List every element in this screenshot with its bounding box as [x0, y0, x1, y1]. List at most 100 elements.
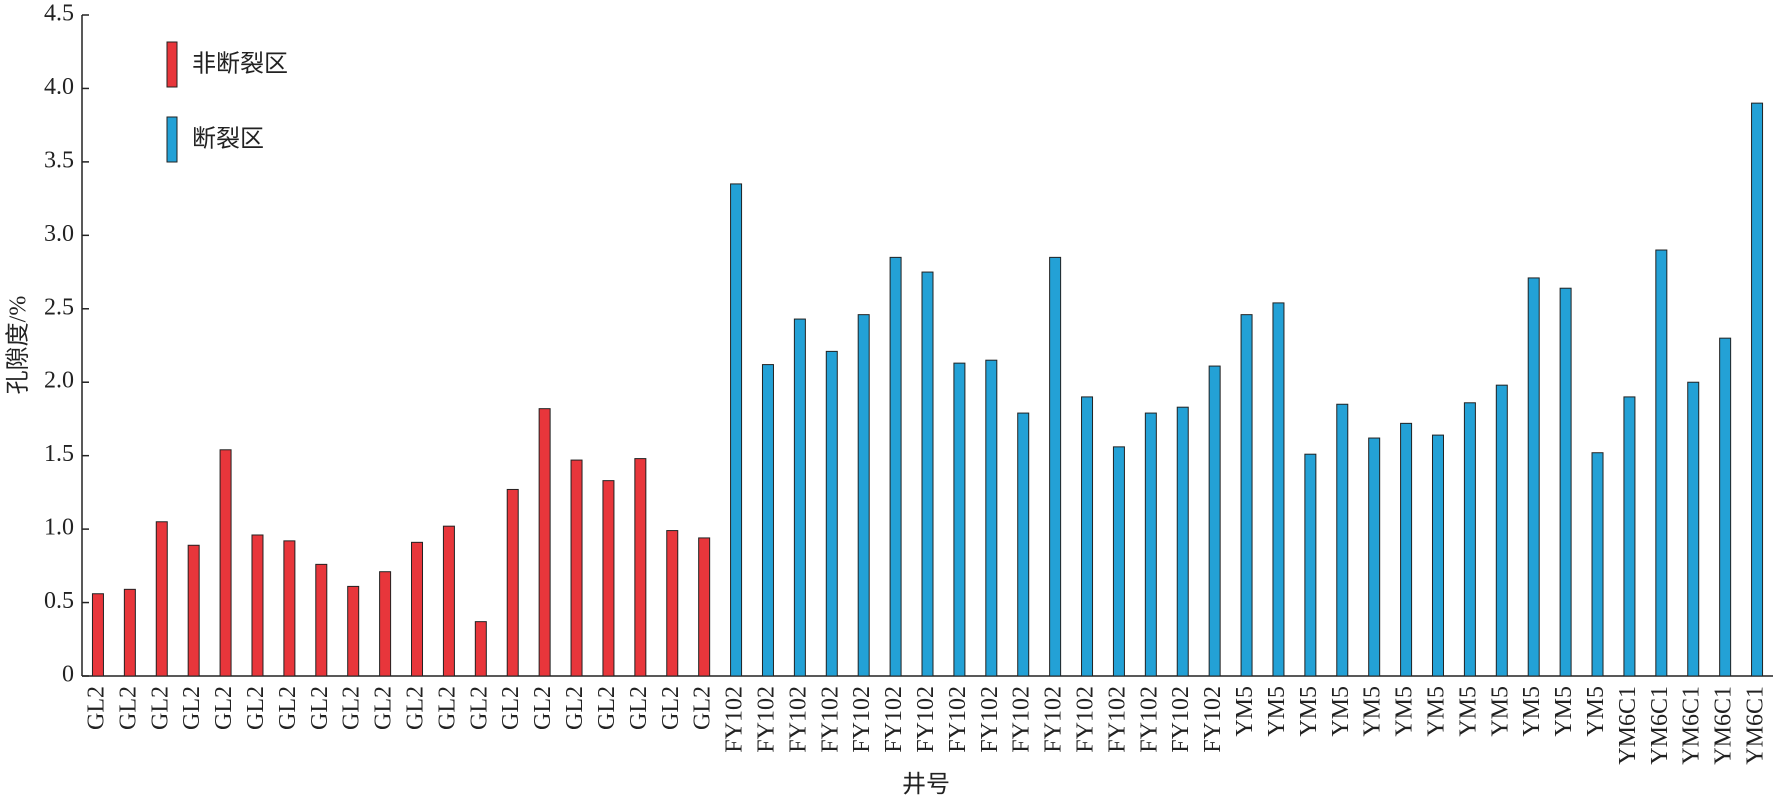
bar [921, 271, 934, 677]
y-axis-label: 孔隙度/% [5, 296, 32, 395]
bar [985, 359, 998, 677]
bar [1081, 396, 1094, 677]
y-tick-label: 0.5 [44, 588, 74, 614]
x-tick-label: YM5 [1328, 686, 1354, 737]
bar [1623, 396, 1636, 677]
legend-swatch [166, 116, 178, 163]
x-tick-label: GL2 [530, 686, 556, 730]
y-tick-label: 2.5 [44, 294, 74, 320]
x-tick-label: GL2 [339, 686, 365, 730]
x-tick-label: YM5 [1360, 686, 1386, 737]
x-tick-label: FY102 [977, 686, 1003, 753]
x-tick-label: GL2 [594, 686, 620, 730]
bar [123, 588, 136, 677]
bar [283, 540, 296, 677]
bar [1240, 314, 1253, 677]
x-tick-label: GL2 [211, 686, 237, 730]
x-tick-label: FY102 [817, 686, 843, 753]
x-axis-label: 井号 [902, 771, 950, 798]
bar [1719, 337, 1732, 677]
bar [1208, 365, 1221, 677]
bar [1463, 402, 1476, 677]
x-tick-label: GL2 [83, 686, 109, 730]
x-tick-label: GL2 [275, 686, 301, 730]
bar [634, 458, 647, 677]
legend-label: 断裂区 [192, 126, 264, 153]
x-tick-label: FY102 [913, 686, 939, 753]
x-tick-label: YM5 [1583, 686, 1609, 737]
bar [761, 364, 774, 677]
bar [1655, 249, 1668, 677]
x-tick-label: YM5 [1296, 686, 1322, 737]
bar [251, 534, 264, 677]
bar [506, 488, 519, 677]
bar [347, 585, 360, 677]
y-tick-label: 0 [62, 662, 74, 688]
bar [793, 318, 806, 677]
x-tick-label: FY102 [1200, 686, 1226, 753]
x-tick-label: FY102 [753, 686, 779, 753]
bar [474, 621, 487, 677]
x-tick-label: YM5 [1392, 686, 1418, 737]
bar [1400, 422, 1413, 677]
x-tick-label: FY102 [945, 686, 971, 753]
x-tick-label: YM5 [1519, 686, 1545, 737]
x-tick-label: YM5 [1455, 686, 1481, 737]
x-tick-label: FY102 [785, 686, 811, 753]
x-tick-label: GL2 [690, 686, 716, 730]
bar [1431, 434, 1444, 677]
x-tick-label: YM6C1 [1615, 686, 1641, 765]
legend-swatch [166, 41, 178, 88]
bar [1176, 406, 1189, 677]
bar [570, 459, 583, 677]
x-tick-label: YM6C1 [1679, 686, 1705, 765]
x-tick-label: GL2 [115, 686, 141, 730]
bar [1017, 412, 1030, 677]
bar [442, 525, 455, 677]
y-tick-label: 2.0 [44, 368, 74, 394]
y-tick-label: 3.0 [44, 221, 74, 247]
bar [825, 350, 838, 677]
x-tick-label: FY102 [1041, 686, 1067, 753]
x-tick-label: YM5 [1423, 686, 1449, 737]
bar [1112, 446, 1125, 677]
bar [730, 183, 743, 677]
bar [155, 521, 168, 677]
bar [889, 256, 902, 677]
bar [1751, 102, 1764, 677]
bar [1591, 452, 1604, 677]
x-tick-label: FY102 [1009, 686, 1035, 753]
x-tick-label: FY102 [1136, 686, 1162, 753]
y-tick-label: 4.5 [44, 1, 74, 27]
bar [698, 537, 711, 677]
bar [666, 530, 679, 677]
bar [953, 362, 966, 677]
x-tick-label: GL2 [371, 686, 397, 730]
x-tick-label: FY102 [881, 686, 907, 753]
bar [315, 563, 328, 677]
x-tick-label: YM6C1 [1711, 686, 1737, 765]
x-tick-label: YM6C1 [1647, 686, 1673, 765]
x-tick-label: GL2 [243, 686, 269, 730]
bar [1368, 437, 1381, 677]
bar [857, 314, 870, 677]
y-tick-label: 3.5 [44, 147, 74, 173]
bar [538, 408, 551, 677]
bar [187, 544, 200, 677]
x-tick-label: GL2 [498, 686, 524, 730]
bar [1495, 384, 1508, 677]
x-tick-label: GL2 [562, 686, 588, 730]
x-tick-label: GL2 [658, 686, 684, 730]
x-tick-label: GL2 [403, 686, 429, 730]
x-tick-label: YM6C1 [1743, 686, 1769, 765]
y-tick-label: 1.5 [44, 441, 74, 467]
x-tick-label: GL2 [147, 686, 173, 730]
x-tick-label: GL2 [434, 686, 460, 730]
bar [1527, 277, 1540, 677]
x-tick-label: FY102 [1168, 686, 1194, 753]
x-tick-label: GL2 [307, 686, 333, 730]
x-tick-label: FY102 [1073, 686, 1099, 753]
bar [602, 480, 615, 677]
x-tick-label: YM5 [1264, 686, 1290, 737]
